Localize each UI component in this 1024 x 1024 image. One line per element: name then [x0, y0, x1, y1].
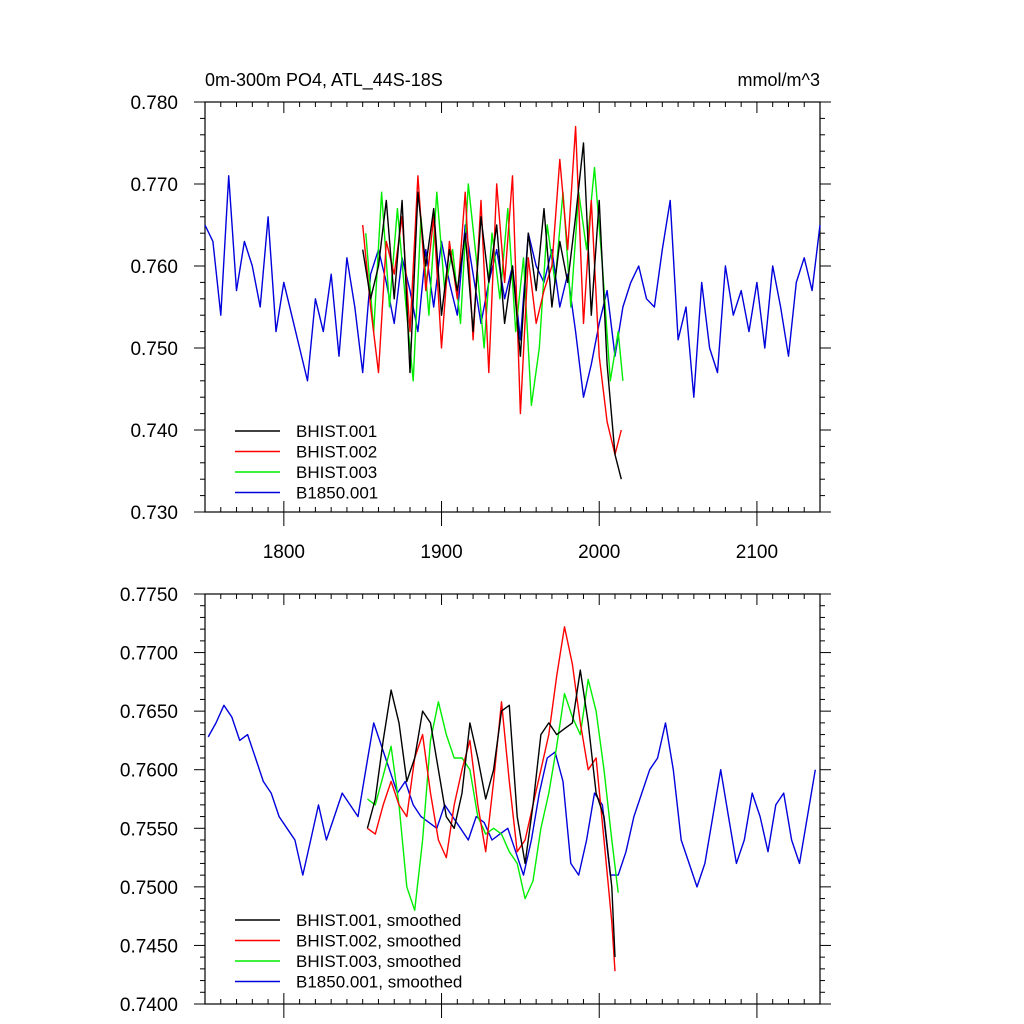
p1-legend-label: B1850.001, smoothed — [296, 973, 462, 992]
p0-legend-label: BHIST.001 — [296, 422, 377, 441]
p0-y-tick-label: 0.740 — [130, 421, 178, 442]
p0-x-tick-label: 1800 — [263, 542, 305, 563]
p0-y-tick-label: 0.760 — [130, 257, 178, 278]
p1-series-bhist-002-smoothed — [366, 626, 616, 972]
p0-series-bhist-002 — [362, 125, 622, 456]
p0-legend-label: B1850.001 — [296, 484, 378, 503]
p1-series-bhist-003-smoothed — [366, 678, 619, 911]
p1-legend-label: BHIST.002, smoothed — [296, 932, 461, 951]
p0-series-bhist-001 — [362, 142, 622, 480]
p0-units-label: mmol/m^3 — [738, 70, 820, 90]
p1-y-tick-label: 0.7700 — [120, 644, 178, 665]
p0-x-tick-label: 2000 — [578, 542, 620, 563]
p1-y-tick-label: 0.7450 — [120, 936, 178, 957]
top-panel: 0.730 0.740 0.750 0.760 0.770 0.780 1800 1900 20… — [130, 70, 831, 563]
p1-series-b1850-001-smoothed — [207, 704, 816, 888]
p0-y-tick-label: 0.750 — [130, 339, 178, 360]
p1-series-bhist-001-smoothed — [366, 669, 616, 958]
p0-legend-label: BHIST.003 — [296, 463, 377, 482]
p1-y-tick-label: 0.7750 — [120, 585, 178, 606]
p1-y-tick-label: 0.7650 — [120, 702, 178, 723]
bottom-panel: 0.7400 0.7450 0.7500 0.7550 0.7600 0.7650 0.77… — [120, 585, 831, 1018]
p0-y-tick-label: 0.770 — [130, 175, 178, 196]
p1-y-tick-label: 0.7600 — [120, 761, 178, 782]
p0-y-tick-label: 0.730 — [130, 503, 178, 524]
p1-plot-frame — [204, 593, 821, 1005]
p0-x-tick-label: 2100 — [736, 542, 778, 563]
p0-legend-label: BHIST.002 — [296, 443, 377, 462]
p1-y-tick-label: 0.7550 — [120, 819, 178, 840]
p0-plot-frame — [204, 101, 821, 513]
p0-y-tick-label: 0.780 — [130, 93, 178, 114]
p1-legend-label: BHIST.003, smoothed — [296, 952, 461, 971]
p0-x-tick-label: 1900 — [420, 542, 462, 563]
p0-chart-title: 0m-300m PO4, ATL_44S-18S — [205, 70, 443, 91]
p0-series-bhist-003 — [365, 166, 624, 407]
p1-y-tick-label: 0.7500 — [120, 878, 178, 899]
p1-legend-label: BHIST.001, smoothed — [296, 911, 461, 930]
p1-y-tick-label: 0.7400 — [120, 995, 178, 1016]
